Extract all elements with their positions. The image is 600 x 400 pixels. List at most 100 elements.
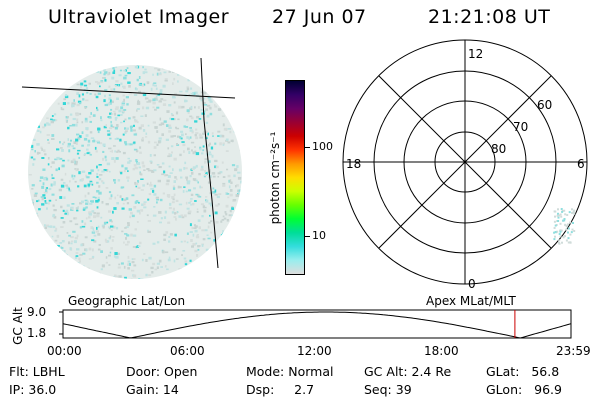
image-pixel [89, 180, 93, 183]
image-pixel [123, 86, 126, 89]
image-pixel [569, 233, 572, 236]
image-pixel [209, 75, 212, 78]
image-pixel [189, 200, 192, 202]
image-pixel [69, 180, 71, 183]
image-pixel [561, 210, 564, 213]
image-pixel [227, 113, 230, 116]
image-pixel [91, 256, 94, 259]
geographic-panel-label: Geographic Lat/Lon [68, 294, 186, 308]
image-pixel [36, 120, 40, 123]
image-pixel [28, 205, 32, 208]
image-pixel [64, 95, 69, 99]
image-pixel [29, 93, 33, 96]
image-pixel [88, 211, 92, 214]
image-pixel [150, 99, 154, 102]
image-pixel [28, 268, 31, 272]
image-pixel [155, 95, 158, 98]
image-pixel [184, 263, 188, 266]
image-pixel [140, 278, 144, 279]
image-pixel [76, 65, 80, 68]
image-pixel [239, 271, 242, 275]
image-pixel [212, 175, 216, 178]
image-pixel [85, 217, 88, 220]
image-pixel [122, 202, 125, 205]
image-pixel [76, 103, 80, 107]
image-pixel [104, 71, 108, 74]
image-pixel [222, 265, 225, 268]
image-pixel [159, 117, 162, 121]
image-pixel [152, 106, 155, 109]
image-pixel [172, 185, 175, 188]
image-pixel [212, 79, 216, 82]
image-pixel [62, 270, 65, 273]
image-pixel [50, 95, 54, 98]
image-pixel [571, 228, 574, 231]
image-pixel [143, 83, 146, 86]
image-pixel [75, 123, 78, 127]
image-pixel [103, 73, 106, 76]
image-pixel [92, 114, 96, 117]
image-pixel [140, 178, 144, 180]
image-pixel [212, 81, 215, 85]
image-pixel [186, 87, 190, 91]
image-pixel [108, 101, 112, 105]
image-pixel [179, 136, 182, 139]
image-pixel [34, 272, 36, 276]
image-pixel [85, 174, 88, 178]
image-pixel [198, 134, 203, 137]
image-pixel [571, 212, 574, 214]
image-pixel [188, 94, 191, 96]
image-pixel [177, 185, 180, 189]
image-pixel [130, 211, 133, 215]
image-pixel [60, 184, 65, 188]
image-pixel [75, 168, 79, 171]
image-pixel [73, 175, 76, 178]
image-pixel [570, 231, 573, 234]
image-pixel [195, 225, 198, 228]
image-pixel [210, 77, 213, 80]
image-pixel [97, 225, 100, 228]
image-pixel [211, 132, 214, 135]
image-pixel [107, 133, 111, 136]
image-pixel [185, 201, 188, 205]
image-pixel [127, 72, 131, 75]
image-pixel [134, 166, 138, 170]
image-pixel [79, 226, 82, 229]
image-pixel [74, 75, 77, 78]
image-pixel [82, 170, 85, 173]
image-pixel [240, 180, 242, 184]
image-pixel [44, 177, 47, 179]
image-pixel [124, 127, 127, 130]
image-pixel [227, 77, 230, 80]
image-pixel [195, 242, 198, 245]
image-pixel [204, 158, 208, 160]
image-pixel [114, 65, 118, 68]
image-pixel [46, 207, 48, 210]
image-pixel [124, 69, 127, 72]
image-pixel [182, 190, 185, 193]
image-pixel [220, 238, 223, 241]
image-pixel [33, 101, 37, 105]
image-pixel [219, 86, 223, 89]
image-pixel [240, 186, 242, 189]
image-pixel [76, 207, 78, 210]
image-pixel [67, 212, 69, 216]
image-pixel [202, 205, 205, 209]
image-pixel [163, 233, 167, 237]
image-pixel [79, 112, 82, 116]
image-pixel [204, 170, 207, 173]
image-pixel [189, 107, 193, 111]
image-pixel [166, 110, 170, 113]
image-pixel [65, 119, 69, 122]
image-pixel [29, 246, 33, 250]
image-pixel [129, 125, 133, 128]
image-pixel [176, 70, 179, 74]
image-pixel [62, 274, 65, 277]
image-pixel [30, 94, 34, 97]
image-pixel [169, 117, 172, 120]
image-pixel [154, 268, 158, 271]
image-pixel [132, 234, 137, 237]
altitude-curve [62, 311, 572, 339]
image-pixel [111, 157, 115, 160]
image-pixel [234, 88, 237, 91]
